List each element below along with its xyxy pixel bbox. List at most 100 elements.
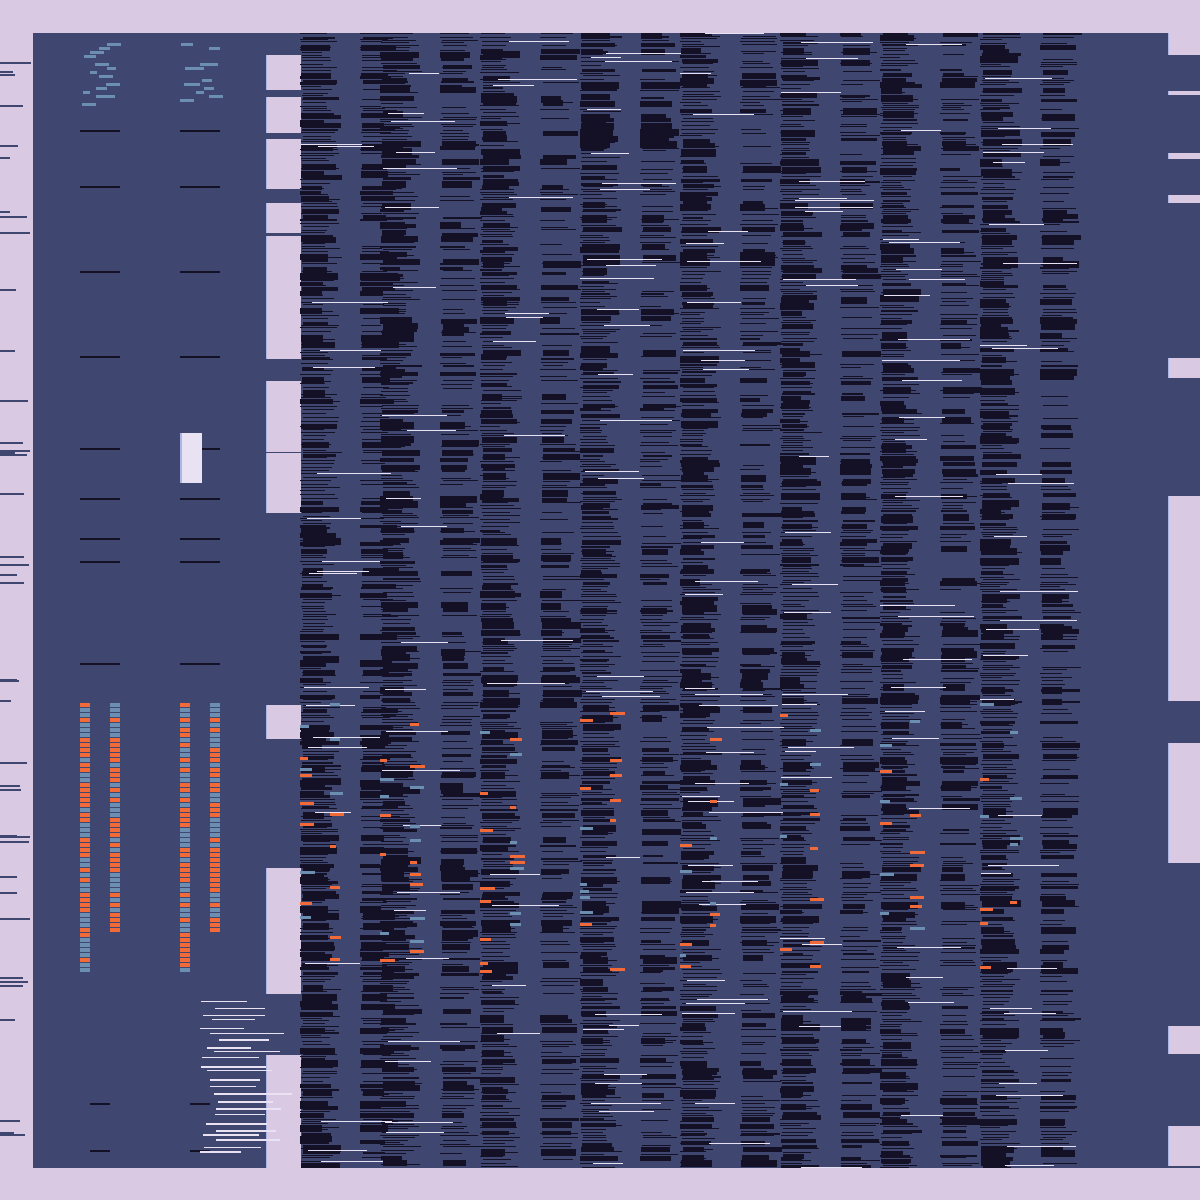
dense-bar xyxy=(483,441,508,442)
dense-bar xyxy=(580,483,605,486)
highlight-line xyxy=(993,162,1025,163)
dense-bar xyxy=(583,969,612,972)
dense-bar xyxy=(843,338,873,339)
dense-bar xyxy=(481,920,520,926)
dense-bar xyxy=(362,57,394,58)
dense-bar xyxy=(981,277,1004,278)
dense-bar xyxy=(683,105,708,106)
dense-bar xyxy=(742,99,780,100)
dense-bar xyxy=(880,115,909,116)
dense-bar xyxy=(362,743,385,749)
dense-bar xyxy=(580,336,607,337)
dense-bar xyxy=(481,383,507,387)
highlight-line xyxy=(695,694,763,695)
dense-bar xyxy=(303,841,330,842)
dense-bar xyxy=(581,363,607,368)
dense-bar xyxy=(481,1056,513,1057)
dense-bar xyxy=(981,99,1002,102)
dense-bar xyxy=(363,387,389,388)
dense-bar xyxy=(882,993,912,994)
dense-bar xyxy=(380,517,419,518)
dense-bar xyxy=(780,161,818,165)
dense-bar xyxy=(443,1061,478,1062)
dense-bar xyxy=(640,804,672,805)
accent-cell xyxy=(210,808,220,812)
dense-bar xyxy=(300,976,335,977)
dense-bar xyxy=(782,421,808,422)
dense-bar xyxy=(382,294,406,295)
dense-bar xyxy=(740,916,776,923)
dense-bar xyxy=(883,84,922,88)
dense-bar xyxy=(680,112,708,113)
dense-bar xyxy=(301,942,334,946)
dense-bar xyxy=(362,342,399,348)
dense-bar xyxy=(483,300,507,306)
dense-bar xyxy=(641,183,662,186)
dense-bar xyxy=(640,408,664,411)
dense-bar xyxy=(781,1135,808,1136)
dense-bar xyxy=(582,549,606,555)
dense-bar xyxy=(740,603,771,604)
dense-bar xyxy=(743,783,776,784)
dense-bar xyxy=(880,930,901,931)
dense-bar xyxy=(383,126,414,127)
dense-bar xyxy=(443,480,478,481)
dense-bar xyxy=(881,571,907,575)
dense-bar xyxy=(841,553,865,554)
dense-bar xyxy=(781,334,809,335)
dense-bar xyxy=(940,843,976,845)
dense-bar xyxy=(783,1047,818,1048)
dense-bar xyxy=(302,581,327,582)
dense-bar xyxy=(301,363,328,364)
dense-bar xyxy=(443,1077,482,1079)
dense-bar xyxy=(741,1029,776,1030)
dense-bar xyxy=(302,1041,322,1042)
dense-bar xyxy=(543,962,569,968)
dense-bar xyxy=(881,182,901,183)
dense-bar xyxy=(443,548,471,549)
dense-bar xyxy=(582,275,604,276)
dense-bar xyxy=(881,372,914,373)
dense-bar xyxy=(940,697,970,704)
dense-bar xyxy=(583,855,616,857)
dense-bar xyxy=(1042,271,1077,272)
dense-bar xyxy=(840,378,873,379)
dense-bar xyxy=(582,996,602,997)
dense-bar xyxy=(583,825,616,832)
dense-bar xyxy=(781,1000,818,1001)
dense-bar xyxy=(300,406,337,407)
dense-bar xyxy=(583,888,612,891)
dense-bar xyxy=(542,487,581,488)
dense-bar xyxy=(442,1096,464,1097)
dense-bar xyxy=(580,286,604,287)
highlight-line xyxy=(595,1083,642,1084)
dense-bar xyxy=(882,519,910,520)
dense-bar xyxy=(443,680,473,681)
dense-bar xyxy=(640,1078,676,1079)
dense-bar xyxy=(443,126,473,127)
dense-bar xyxy=(540,369,576,370)
dense-bar xyxy=(381,705,416,706)
dense-bar xyxy=(440,33,469,34)
dense-bar xyxy=(741,278,769,279)
dense-bar xyxy=(641,912,664,913)
dense-bar xyxy=(842,97,865,98)
dense-bar xyxy=(782,1095,811,1096)
dense-bar xyxy=(482,934,515,935)
dense-bar xyxy=(302,248,340,249)
dense-bar xyxy=(381,92,418,93)
dense-bar xyxy=(781,285,812,286)
dense-bar xyxy=(441,384,472,385)
dense-bar xyxy=(363,401,390,402)
highlight-line xyxy=(595,1014,662,1015)
dense-bar xyxy=(482,1061,503,1064)
dense-bar xyxy=(781,986,801,987)
dense-bar xyxy=(941,154,971,155)
accent-cell xyxy=(180,923,190,927)
dense-bar xyxy=(742,227,775,232)
dense-bar xyxy=(941,796,962,797)
dense-bar xyxy=(361,552,390,554)
accent-mark xyxy=(680,844,692,847)
dense-bar xyxy=(381,446,405,447)
dense-bar xyxy=(382,1111,410,1112)
